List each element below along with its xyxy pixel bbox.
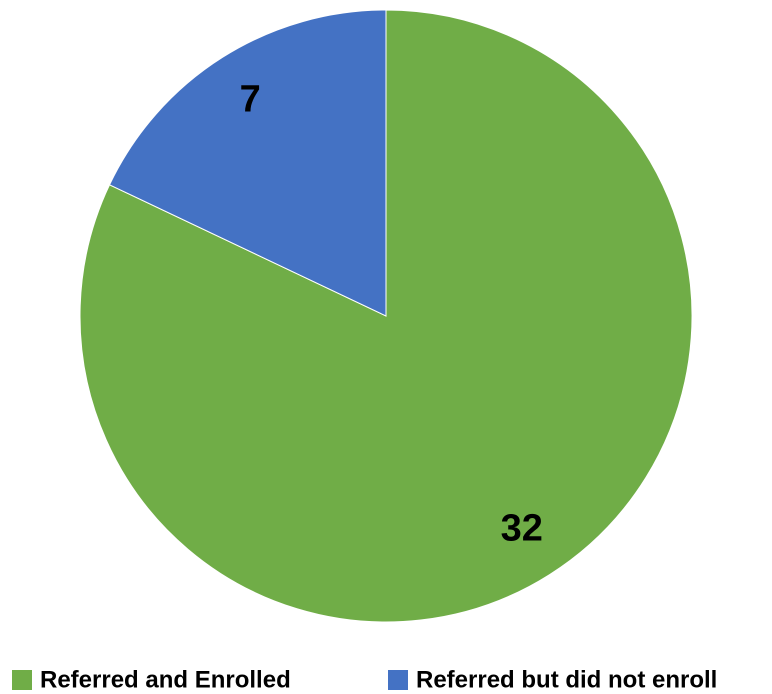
data-label: 32 — [501, 508, 543, 550]
data-label: 7 — [240, 78, 261, 120]
legend-swatch — [388, 670, 408, 690]
legend-label: Referred and Enrolled — [40, 666, 291, 693]
legend-label: Referred but did not enroll — [416, 666, 717, 693]
legend-swatch — [12, 670, 32, 690]
pie-slice — [108, 9, 387, 317]
